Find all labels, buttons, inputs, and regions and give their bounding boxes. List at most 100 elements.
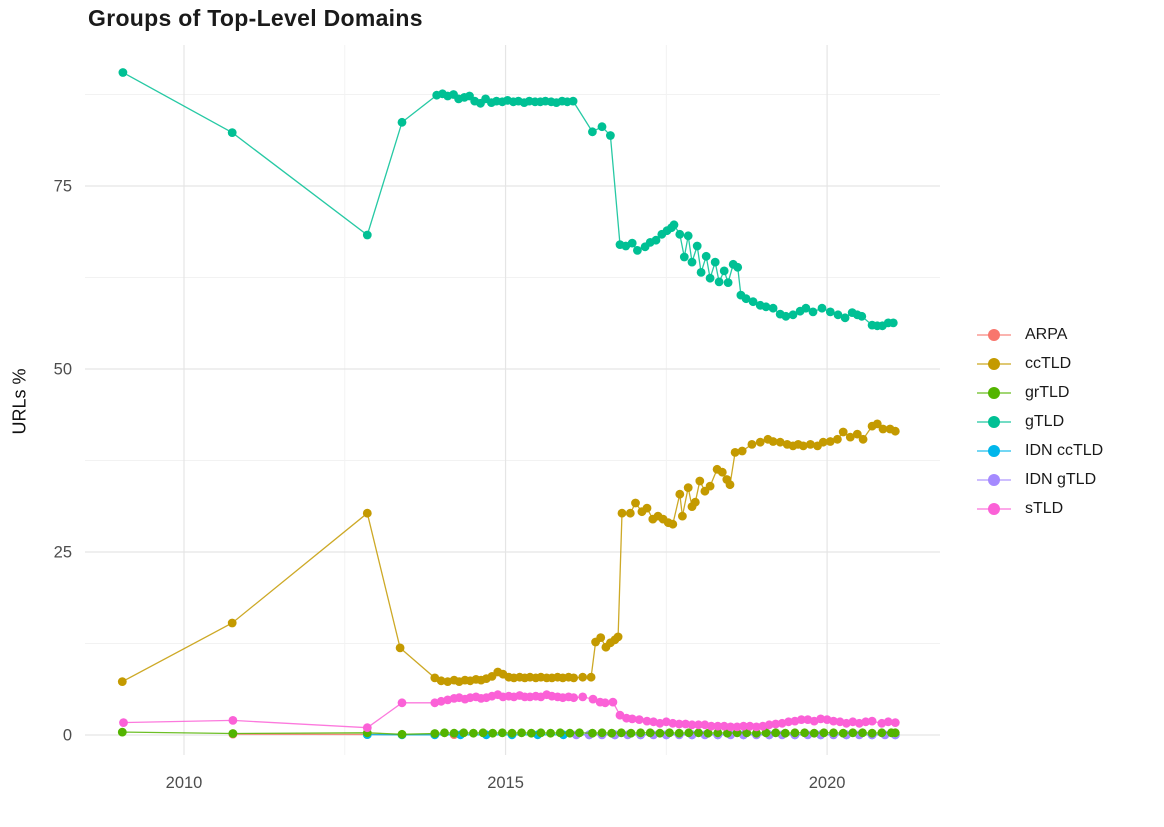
data-point-gtld (687, 257, 697, 267)
legend-label: IDN gTLD (1025, 470, 1097, 488)
data-point-gtld (723, 278, 733, 287)
data-point-cctld (625, 508, 635, 518)
data-point-grtld (449, 728, 459, 738)
data-point-cctld (227, 618, 237, 628)
data-point-grtld (809, 728, 819, 738)
data-point-grtld (703, 728, 713, 738)
data-point-grtld (607, 728, 617, 738)
data-point-cctld (717, 467, 727, 477)
data-point-grtld (526, 728, 536, 738)
data-point-cctld (117, 677, 127, 686)
data-point-grtld (517, 728, 526, 738)
data-point-gtld (651, 235, 661, 245)
data-point-grtld (838, 728, 848, 738)
data-point-cctld (675, 489, 685, 499)
data-point-grtld (655, 728, 665, 738)
data-point-gtld (768, 303, 778, 313)
data-point-grtld (546, 728, 555, 738)
data-point-cctld (852, 429, 862, 439)
data-point-stld (119, 718, 128, 727)
data-point-cctld (818, 437, 828, 447)
data-point-gtld (397, 117, 407, 127)
data-point-stld (890, 718, 900, 727)
legend-item-idn-gtld: IDN gTLD (977, 465, 1103, 494)
data-point-grtld (858, 728, 867, 738)
data-point-cctld (395, 643, 405, 653)
data-point-stld (829, 716, 838, 726)
x-tick-label: 2015 (487, 774, 524, 792)
legend-item-gtld: gTLD (977, 407, 1103, 436)
data-point-grtld (497, 728, 507, 738)
data-point-gtld (840, 313, 850, 323)
data-point-grtld (636, 728, 645, 738)
data-point-cctld (747, 440, 757, 449)
data-point-gtld (733, 262, 743, 272)
data-point-grtld (713, 728, 723, 738)
data-point-cctld (768, 437, 778, 446)
data-point-gtld (748, 297, 758, 307)
data-point-stld (668, 718, 678, 728)
data-point-grtld (867, 728, 877, 738)
data-point-cctld (613, 632, 623, 642)
data-point-grtld (819, 728, 829, 738)
series-cctld (117, 419, 900, 686)
data-point-grtld (877, 728, 887, 738)
data-point-gtld (669, 220, 679, 230)
axis-tick-labels: 0 25 50 75 2010 2015 2020 (54, 178, 846, 793)
data-point-stld (228, 716, 238, 725)
data-point-grtld (626, 728, 636, 738)
data-point-stld (771, 719, 781, 729)
data-point-gtld (781, 311, 791, 321)
gridlines-major (85, 45, 940, 755)
data-point-gtld (710, 257, 720, 267)
legend-item-stld: sTLD (977, 494, 1103, 523)
series-stld (119, 690, 900, 733)
data-point-grtld (117, 727, 127, 737)
data-point-cctld (825, 437, 835, 446)
data-point-gtld (714, 277, 724, 287)
data-point-cctld (678, 511, 687, 521)
data-point-grtld (565, 728, 575, 738)
data-point-grtld (829, 728, 838, 738)
data-point-cctld (775, 437, 785, 447)
data-point-stld (642, 716, 652, 726)
data-point-cctld (845, 432, 855, 442)
data-point-gtld (588, 127, 597, 137)
y-tick-label: 50 (54, 361, 72, 379)
data-point-cctld (737, 446, 747, 456)
data-point-grtld (665, 728, 674, 738)
data-point-stld (726, 722, 735, 732)
y-tick-label: 25 (54, 544, 72, 562)
data-point-grtld (478, 728, 488, 738)
data-point-stld (681, 719, 690, 729)
legend-marker-grtld-icon (977, 386, 1011, 399)
data-point-grtld (536, 728, 546, 738)
data-point-grtld (800, 728, 809, 738)
data-point-grtld (507, 728, 517, 738)
data-point-grtld (752, 728, 761, 738)
data-point-stld (694, 720, 703, 730)
series-grtld (117, 727, 900, 739)
data-point-stld (883, 717, 893, 727)
data-point-stld (397, 698, 407, 708)
data-point-cctld (642, 503, 652, 513)
data-point-cctld (596, 633, 606, 642)
data-point-gtld (692, 241, 702, 251)
data-point-grtld (459, 728, 469, 738)
data-point-cctld (631, 498, 640, 508)
y-tick-label: 75 (54, 178, 72, 196)
data-point-grtld (848, 728, 858, 738)
data-point-stld (816, 714, 826, 724)
data-point-grtld (488, 728, 498, 738)
legend-item-idn-cctld: IDN ccTLD (977, 436, 1103, 465)
data-point-gtld (227, 128, 237, 138)
data-point-stld (608, 697, 618, 707)
data-point-gtld (788, 310, 798, 320)
data-point-stld (784, 717, 793, 727)
data-point-gtld (888, 318, 898, 328)
data-point-grtld (397, 729, 407, 739)
data-point-grtld (440, 728, 449, 738)
data-point-stld (569, 693, 579, 703)
data-point-cctld (890, 426, 900, 436)
legend-label: sTLD (1025, 499, 1064, 517)
